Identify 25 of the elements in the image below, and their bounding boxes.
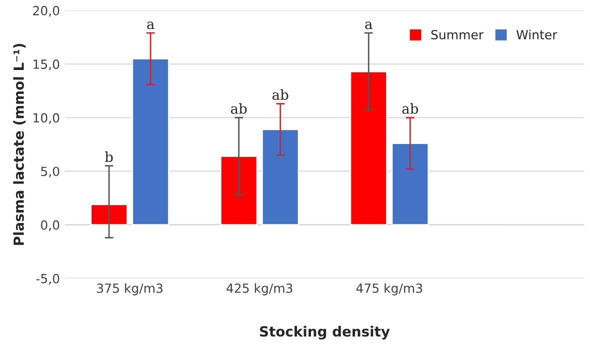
y-tick-label: 5,0	[41, 166, 60, 178]
x-axis-title: Stocking density	[260, 326, 390, 340]
data-label: ab	[272, 89, 288, 100]
data-label: b	[104, 151, 113, 162]
y-tick-label: 20,0	[33, 6, 60, 17]
legend-label: Winter	[516, 30, 558, 40]
data-label: ab	[402, 103, 418, 114]
bar	[262, 128, 300, 226]
x-tick-label: 475 kg/m3	[356, 283, 422, 296]
data-label: a	[365, 22, 372, 30]
y-axis-title: Plasma lactate (mmol L⁻¹)	[13, 44, 26, 245]
x-tick-label: 425 kg/m3	[226, 283, 292, 296]
bar	[350, 70, 388, 226]
y-tick-label: 0,0	[40, 220, 60, 232]
y-tick-label: 15,0	[34, 60, 60, 70]
y-tick-label: 10,0	[34, 113, 60, 124]
data-label: a	[147, 22, 154, 30]
legend-label: Summer	[431, 30, 484, 40]
bar	[132, 58, 170, 226]
bar	[220, 156, 258, 226]
data-label: ab	[230, 103, 247, 114]
bar	[391, 142, 430, 226]
y-tick-label: -5,0	[36, 274, 60, 285]
bar	[90, 204, 128, 226]
x-tick-label: 375 kg/m3	[97, 283, 162, 296]
